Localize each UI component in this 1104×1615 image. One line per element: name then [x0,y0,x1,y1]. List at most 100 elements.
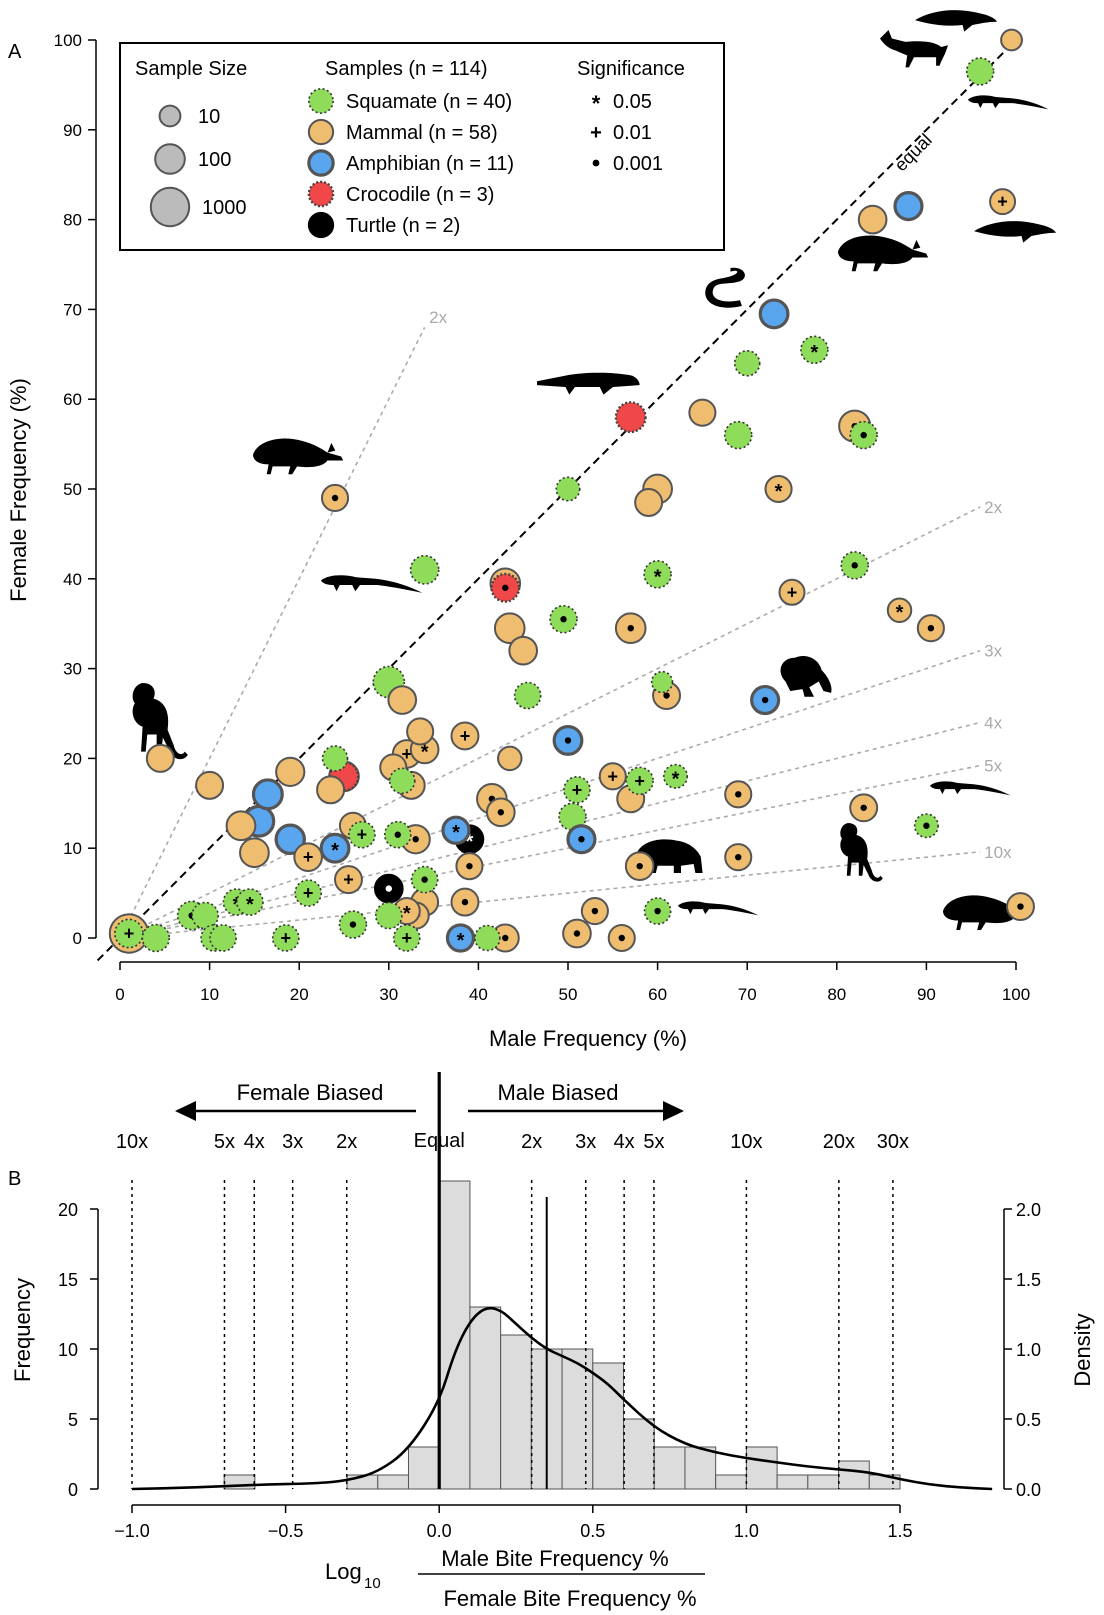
point-mammal [857,204,888,235]
x-tick-label: −0.5 [268,1521,304,1541]
ratio-lines: 10x 5x 4x 3x 2x 2x 3x 4x 5x 10x 20x 30x Equal [116,1072,909,1489]
x-axis-label: Male Frequency (%) [489,1026,687,1051]
y-tick-label: 10 [63,839,82,858]
ratio-line-label: 5x [643,1131,664,1153]
histogram-bar [684,1446,717,1490]
point-mammal [497,745,523,772]
sig-marker-0.05: * [466,831,474,853]
point-squamate [141,923,171,953]
point-mammal: * [764,474,793,504]
lizard-silhouette-bottom [678,901,759,916]
legend-group-label: Turtle (n = 2) [346,215,460,237]
y-tick-label: 90 [63,121,82,140]
point-marker [625,766,654,796]
legend-sig-marker: + [590,122,602,144]
legend-size-label: 100 [198,149,231,171]
lizard-silhouette-middle [321,575,423,593]
x-tick-label: 30 [379,985,398,1004]
point-marker [195,770,225,800]
sig-marker-0.001 [735,853,742,861]
legend-size-label: 1000 [202,197,247,219]
x-tick-label: 20 [290,985,309,1004]
point-squamate [733,349,761,377]
point-marker [886,597,913,623]
point-squamate [840,551,869,580]
sig-marker-0.001 [1017,903,1024,910]
point-marker [555,476,581,502]
y-tick-label: 0 [68,1480,78,1500]
histogram-bar [500,1334,532,1490]
point-squamate: * [800,335,829,365]
point-squamate [643,897,672,925]
point-squamate [650,670,674,694]
point-mammal: + [989,188,1017,216]
histogram-bar [715,1474,747,1490]
legend: Sample Size 10 100 1000 Samples (n = 114) Squ… [119,42,725,251]
equal-line-label: Equal [414,1130,465,1152]
canid-silhouette [880,30,948,68]
point-marker [614,401,647,434]
point-squamate: + [271,924,300,952]
frog-silhouette [780,655,832,697]
histogram-bar [469,1306,502,1490]
legend-sig-marker [592,159,600,167]
point-marker [392,924,421,952]
sig-marker-0.05: * [246,894,254,916]
legend-group-marker [308,88,334,114]
point-mammal [634,487,664,517]
point-marker [441,815,471,845]
point-mammal [320,483,350,513]
sig-marker-0.05: * [331,840,339,862]
x-tick-label: 50 [559,985,578,1004]
point-squamate [849,420,878,450]
sig-marker-0.01: + [460,726,471,746]
legend-samples-title: Samples (n = 114) [325,58,488,80]
point-marker [308,88,334,114]
x-tick-label: 60 [648,985,667,1004]
legend-size-marker [154,143,186,175]
ratio-line-5x [119,764,981,939]
point-marker [145,743,175,773]
point-marker [965,57,995,86]
point-mammal [624,851,655,881]
x-tick-label: 0.0 [427,1521,452,1541]
point-marker [474,924,501,952]
y2-tick-label: 0.0 [1016,1480,1041,1500]
histogram-bar [745,1446,778,1490]
point-squamate: + [114,918,144,949]
histogram-bars [223,1180,901,1490]
histogram-bar [623,1418,655,1490]
ratio-line-label: 20x [823,1131,855,1153]
point-mammal [849,793,879,823]
y-tick-label: 30 [63,660,82,679]
point-marker [141,923,171,953]
ratio-line-label: 30x [877,1131,909,1153]
point-amphibian [758,298,790,330]
point-marker [563,775,591,804]
ratio-line-3x [119,649,981,939]
y2-tick-label: 0.5 [1016,1410,1041,1430]
sig-marker-0.001 [927,624,935,632]
sig-marker-0.001 [349,921,357,928]
point-marker [209,924,237,952]
y-axis-label-density: Density [1070,1313,1095,1386]
ratio-label-5x: 5x [984,757,1002,776]
point-mammal [316,775,346,805]
sig-marker-0.01: + [608,766,619,786]
sig-marker-0.01: + [303,847,314,867]
point-marker [307,180,335,208]
point-marker [497,745,523,772]
point-marker [662,763,689,789]
legend-group-marker [307,211,335,239]
y-tick-label: 80 [63,211,82,230]
equal-line-label: equal [891,130,936,175]
histogram-bar [776,1474,809,1490]
point-marker [319,832,351,864]
point-mammal [688,398,717,427]
y-axis-label-frequency: Frequency [10,1278,35,1382]
point-marker [733,349,761,377]
legend-sig-label: 0.001 [613,153,663,175]
ratio-line-label: 2x [521,1131,542,1153]
point-mammal: + [334,865,363,895]
